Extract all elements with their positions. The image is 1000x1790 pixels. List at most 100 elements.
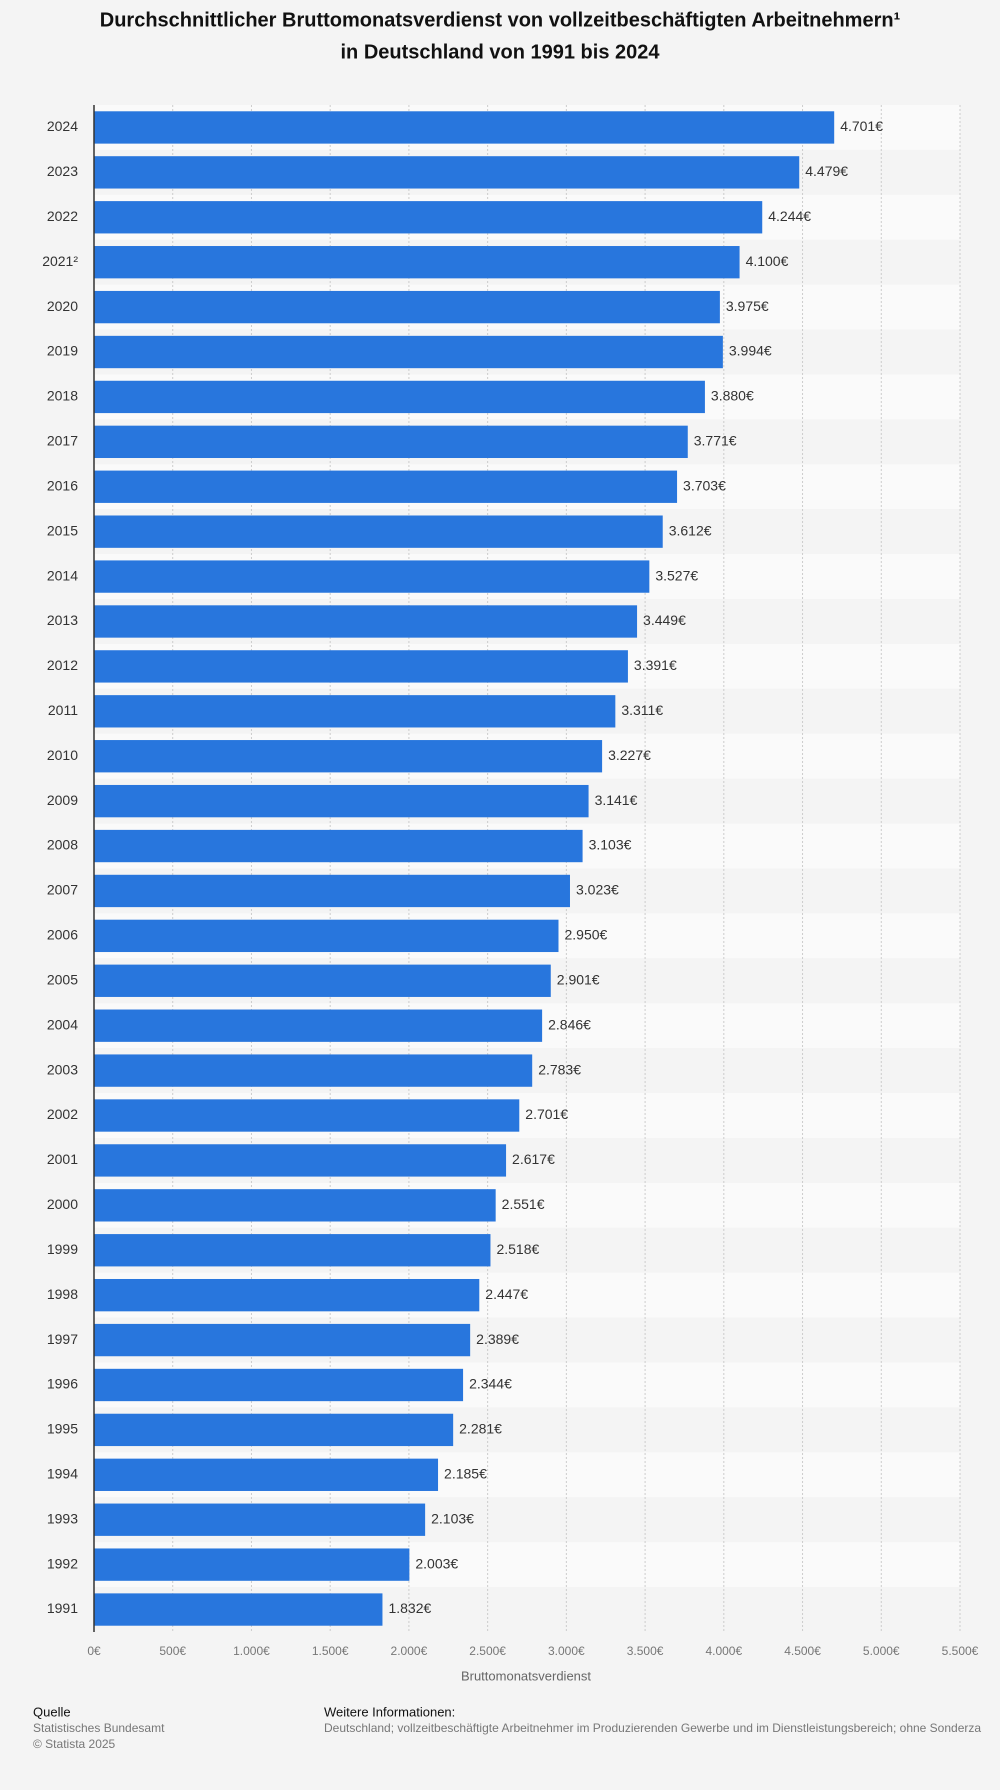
bar: [94, 380, 705, 414]
bar: [94, 605, 638, 638]
value-label: 2.447€: [485, 1286, 528, 1302]
bar: [94, 1368, 464, 1402]
x-tick-label: 500€: [159, 1644, 186, 1658]
x-tick-label: 0€: [87, 1644, 101, 1658]
y-tick-label: 2013: [47, 612, 78, 628]
y-tick-label: 2017: [47, 433, 78, 449]
value-label: 2.103€: [431, 1510, 474, 1526]
value-label: 2.185€: [444, 1466, 487, 1482]
bar: [94, 470, 678, 503]
x-tick-label: 1.000€: [233, 1644, 270, 1658]
value-label: 2.518€: [496, 1241, 539, 1257]
bar: [94, 515, 663, 548]
y-tick-label: 2011: [48, 702, 78, 718]
bar: [94, 1458, 439, 1491]
value-label: 3.703€: [683, 477, 726, 493]
y-tick-label: 1996: [47, 1376, 78, 1392]
info: Deutschland; vollzeitbeschäftigte Arbeit…: [324, 1721, 981, 1735]
value-label: 2.389€: [476, 1331, 519, 1347]
y-tick-label: 2003: [47, 1061, 78, 1077]
value-label: 3.227€: [608, 747, 651, 763]
y-tick-label: 2014: [47, 567, 78, 583]
x-tick-label: 1.500€: [312, 1644, 349, 1658]
x-tick-label: 5.500€: [942, 1644, 979, 1658]
value-label: 2.950€: [564, 927, 607, 943]
value-label: 3.391€: [634, 657, 677, 673]
x-tick-label: 5.000€: [863, 1644, 900, 1658]
bar: [94, 964, 551, 997]
bar: [94, 1548, 410, 1581]
bar: [94, 246, 740, 279]
bar: [94, 425, 688, 459]
chart-title: in Deutschland von 1991 bis 2024: [340, 41, 660, 63]
y-tick-label: 1999: [47, 1241, 78, 1257]
y-tick-label: 2015: [47, 522, 78, 538]
bar: [94, 695, 616, 728]
bar: [94, 650, 628, 683]
value-label: 3.103€: [589, 837, 632, 853]
bar: [94, 1009, 543, 1042]
bar: [94, 290, 720, 324]
bar: [94, 829, 583, 863]
bar: [94, 1278, 480, 1312]
y-tick-label: 2005: [47, 971, 78, 987]
value-label: 3.449€: [643, 612, 686, 628]
info-heading: Weitere Informationen:: [324, 1704, 455, 1719]
bar: [94, 1323, 471, 1357]
bar: [94, 740, 603, 773]
x-tick-label: 3.500€: [627, 1644, 664, 1658]
value-label: 3.023€: [576, 882, 619, 898]
y-tick-label: 1992: [47, 1555, 78, 1571]
x-tick-label: 4.500€: [784, 1644, 821, 1658]
x-tick-label: 4.000€: [705, 1644, 742, 1658]
y-tick-label: 1997: [47, 1331, 78, 1347]
value-label: 3.771€: [694, 433, 737, 449]
bar: [94, 1503, 426, 1536]
value-label: 2.846€: [548, 1016, 591, 1032]
bar: [94, 1099, 520, 1132]
bar: [94, 111, 835, 144]
value-label: 4.100€: [746, 253, 789, 269]
bar: [94, 784, 589, 818]
y-tick-label: 2019: [47, 343, 78, 359]
y-tick-label: 2021²: [42, 253, 78, 269]
value-label: 4.701€: [840, 118, 883, 134]
chart-title: Durchschnittlicher Bruttomonatsverdienst…: [100, 9, 901, 31]
y-tick-label: 2018: [47, 388, 78, 404]
y-tick-label: 2002: [47, 1106, 78, 1122]
source-heading: Quelle: [33, 1704, 71, 1719]
value-label: 2.617€: [512, 1151, 555, 1167]
y-tick-label: 1994: [47, 1466, 78, 1482]
y-tick-label: 1998: [47, 1286, 78, 1302]
y-tick-label: 2012: [47, 657, 78, 673]
bar: [94, 874, 570, 908]
value-label: 2.701€: [525, 1106, 568, 1122]
y-tick-label: 2023: [47, 163, 78, 179]
bar: [94, 1413, 454, 1447]
bar: [94, 919, 559, 953]
bar: [94, 335, 723, 369]
x-tick-label: 2.500€: [469, 1644, 506, 1658]
value-label: 3.527€: [655, 567, 698, 583]
value-label: 4.479€: [805, 163, 848, 179]
x-tick-label: 3.000€: [548, 1644, 585, 1658]
y-tick-label: 1991: [47, 1600, 78, 1616]
bar: [94, 1054, 533, 1087]
bar: [94, 1144, 507, 1177]
y-tick-label: 2010: [47, 747, 78, 763]
bar: [94, 1593, 383, 1626]
bar: [94, 560, 650, 593]
value-label: 2.901€: [557, 971, 600, 987]
value-label: 4.244€: [768, 208, 811, 224]
bar: [94, 1234, 491, 1267]
value-label: 2.551€: [502, 1196, 545, 1212]
y-tick-label: 2009: [47, 792, 78, 808]
y-tick-label: 2020: [47, 298, 78, 314]
y-tick-label: 2008: [47, 837, 78, 853]
y-tick-label: 1993: [47, 1510, 78, 1526]
value-label: 2.783€: [538, 1061, 581, 1077]
bar: [94, 156, 800, 189]
value-label: 3.141€: [595, 792, 638, 808]
